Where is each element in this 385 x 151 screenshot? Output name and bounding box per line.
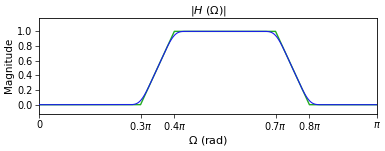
Y-axis label: Magnitude: Magnitude — [4, 38, 14, 93]
Title: |$H$ ($\Omega$)|: |$H$ ($\Omega$)| — [189, 4, 227, 18]
X-axis label: $\Omega$ (rad): $\Omega$ (rad) — [188, 134, 228, 147]
